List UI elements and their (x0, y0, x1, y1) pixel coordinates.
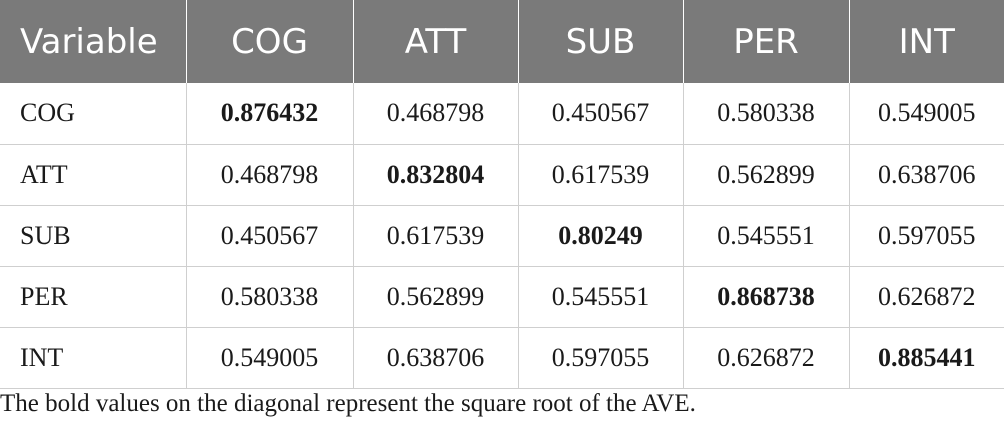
table-row: SUB 0.450567 0.617539 0.80249 0.545551 0… (0, 205, 1004, 266)
table-cell: 0.468798 (353, 83, 519, 144)
table-row: PER 0.580338 0.562899 0.545551 0.868738 … (0, 266, 1004, 327)
column-header-sub: SUB (518, 0, 684, 83)
table-cell: 0.562899 (683, 144, 850, 205)
table-cell: 0.597055 (878, 220, 976, 250)
row-label: COG (0, 83, 187, 144)
column-header-att: ATT (353, 0, 519, 83)
table-footnote: The bold values on the diagonal represen… (0, 390, 696, 417)
table-cell-diagonal: 0.80249 (518, 205, 684, 266)
table-cell: 0.638706 (878, 159, 976, 189)
row-label: ATT (0, 144, 187, 205)
row-label: INT (0, 327, 187, 388)
table-cell: 0.468798 (186, 144, 354, 205)
table-cell-diagonal: 0.868738 (683, 266, 850, 327)
table-row: INT 0.549005 0.638706 0.597055 0.626872 … (0, 327, 1004, 388)
table-cell: 0.617539 (353, 205, 519, 266)
correlation-table: Variable COG ATT SUB PER INT COG 0.87643… (0, 0, 1004, 388)
table-cell-diagonal: 0.876432 (186, 83, 354, 144)
column-header-cog: COG (186, 0, 354, 83)
table-cell: 0.450567 (186, 205, 354, 266)
table-row: ATT 0.468798 0.832804 0.617539 0.562899 … (0, 144, 1004, 205)
table-cell: 0.450567 (518, 83, 684, 144)
table-cell-diagonal: 0.885441 (878, 342, 976, 372)
table-row: COG 0.876432 0.468798 0.450567 0.580338 … (0, 83, 1004, 144)
table-cell: 0.580338 (683, 83, 850, 144)
table-cell: 0.580338 (186, 266, 354, 327)
table-cell: 0.562899 (353, 266, 519, 327)
table-cell: 0.626872 (683, 327, 850, 388)
correlation-table-container: Variable COG ATT SUB PER INT COG 0.87643… (0, 0, 1004, 388)
table-cell: 0.617539 (518, 144, 684, 205)
table-cell: 0.549005 (878, 98, 976, 128)
table-cell: 0.545551 (683, 205, 850, 266)
column-header-variable: Variable (0, 0, 187, 83)
table-header-row: Variable COG ATT SUB PER INT (0, 0, 1004, 83)
row-label: PER (0, 266, 187, 327)
column-header-per: PER (683, 0, 850, 83)
table-cell: 0.597055 (518, 327, 684, 388)
table-cell: 0.638706 (353, 327, 519, 388)
row-label: SUB (0, 205, 187, 266)
column-header-int: INT (898, 21, 955, 62)
table-cell-diagonal: 0.832804 (353, 144, 519, 205)
table-cell: 0.545551 (518, 266, 684, 327)
table-cell: 0.549005 (186, 327, 354, 388)
table-cell: 0.626872 (878, 281, 976, 311)
